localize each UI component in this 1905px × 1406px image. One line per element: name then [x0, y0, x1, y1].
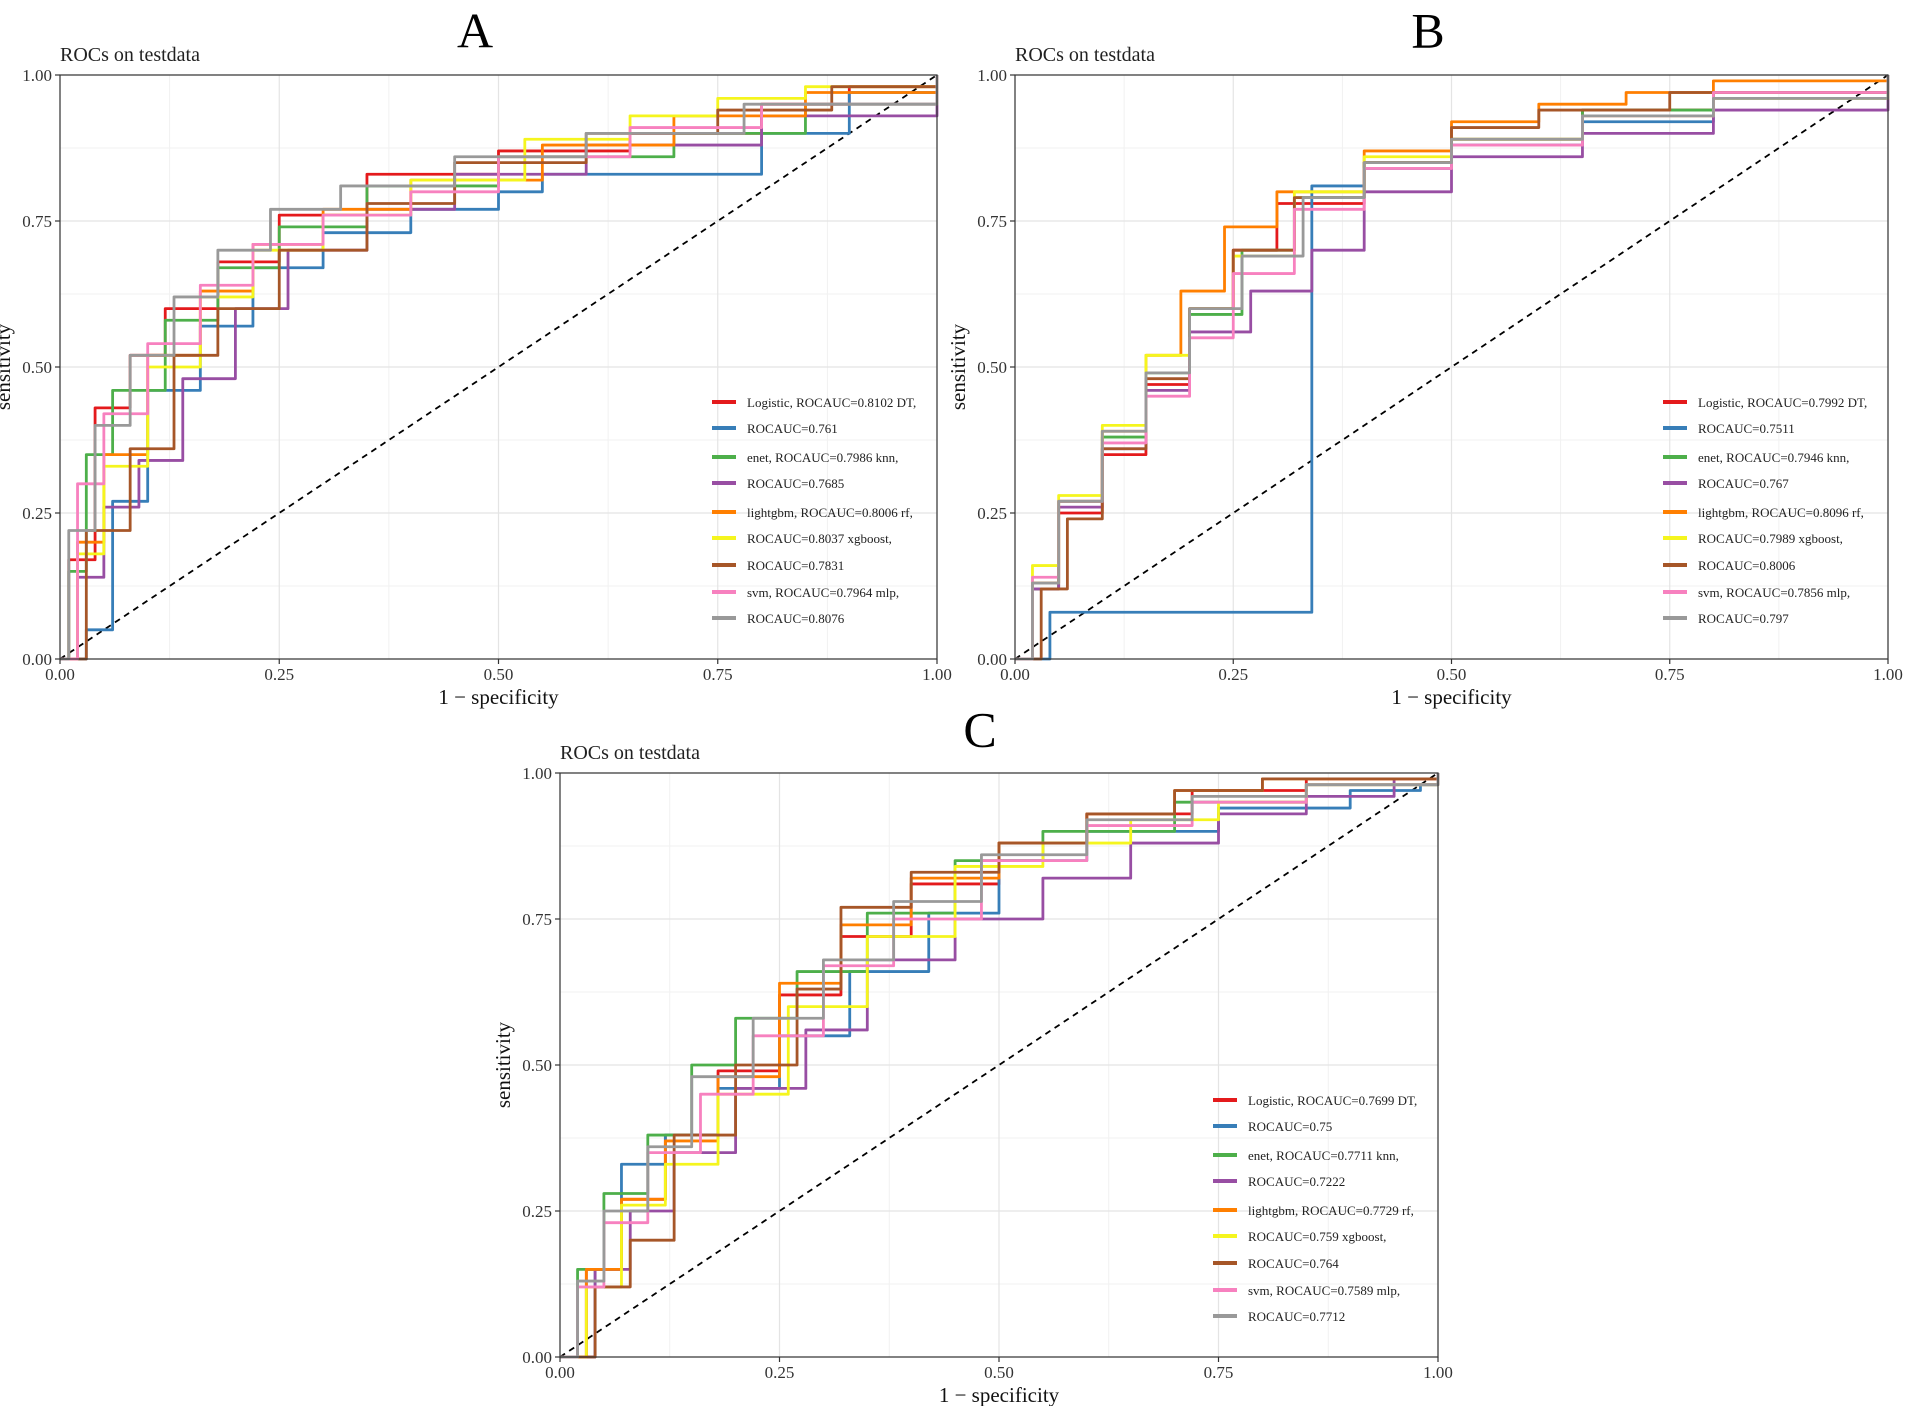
legend-label: ROCAUC=0.7712	[1248, 1309, 1345, 1324]
legend-label: ROCAUC=0.761	[747, 421, 838, 436]
legend-label: lightgbm, ROCAUC=0.8006 rf,	[747, 505, 913, 520]
x-tick-label: 0.50	[1437, 665, 1467, 684]
y-tick-label: 0.50	[977, 358, 1007, 377]
panel-letter: B	[1411, 2, 1444, 58]
y-tick-label: 1.00	[977, 66, 1007, 85]
x-tick-label: 0.75	[1204, 1363, 1234, 1382]
legend-label: svm, ROCAUC=0.7589 mlp,	[1248, 1283, 1400, 1298]
roc-curve-mlp	[1015, 75, 1890, 661]
x-tick-label: 1.00	[1423, 1363, 1453, 1382]
legend-label: ROCAUC=0.764	[1248, 1256, 1339, 1271]
legend-label: ROCAUC=0.8076	[747, 611, 845, 626]
legend-label: lightgbm, ROCAUC=0.7729 rf,	[1248, 1203, 1414, 1218]
y-axis-label: sensitivity	[0, 323, 15, 410]
legend-label: ROCAUC=0.7831	[747, 558, 844, 573]
y-tick-label: 0.50	[22, 358, 52, 377]
legend-label: lightgbm, ROCAUC=0.8096 rf,	[1698, 505, 1864, 520]
legend-label: ROCAUC=0.7222	[1248, 1174, 1345, 1189]
x-tick-label: 0.25	[1218, 665, 1248, 684]
x-tick-label: 0.75	[703, 665, 733, 684]
x-tick-label: 0.00	[1000, 665, 1030, 684]
x-tick-label: 0.50	[484, 665, 514, 684]
x-tick-label: 0.00	[545, 1363, 575, 1382]
x-tick-label: 1.00	[1873, 665, 1903, 684]
x-tick-label: 1.00	[922, 665, 952, 684]
x-tick-label: 0.25	[264, 665, 294, 684]
x-tick-label: 0.50	[984, 1363, 1014, 1382]
x-tick-label: 0.00	[45, 665, 75, 684]
legend-label: ROCAUC=0.8037 xgboost,	[747, 531, 892, 546]
x-axis-label: 1 − specificity	[438, 685, 559, 709]
y-tick-label: 1.00	[22, 66, 52, 85]
legend-label: enet, ROCAUC=0.7711 knn,	[1248, 1148, 1399, 1163]
y-tick-label: 0.25	[522, 1202, 552, 1221]
y-tick-label: 0.25	[22, 504, 52, 523]
x-tick-label: 0.25	[765, 1363, 795, 1382]
chart-title: ROCs on testdata	[560, 742, 700, 764]
roc-curve-mlp	[60, 75, 939, 661]
panel-letter: C	[963, 701, 996, 757]
y-tick-label: 0.00	[977, 650, 1007, 669]
y-tick-label: 0.00	[522, 1348, 552, 1367]
legend-label: svm, ROCAUC=0.7856 mlp,	[1698, 585, 1850, 600]
legend-label: Logistic, ROCAUC=0.7699 DT,	[1248, 1093, 1417, 1108]
y-tick-label: 1.00	[522, 764, 552, 783]
panel-A: A ROCs on testdata 0.00 0.25 0.50 0.75 1.00 0.0…	[0, 2, 952, 709]
legend-label: Logistic, ROCAUC=0.8102 DT,	[747, 395, 916, 410]
y-axis-label: sensitivity	[946, 323, 970, 410]
roc-curve-xgboost	[1015, 75, 1890, 661]
panel-letter: A	[457, 2, 493, 58]
y-tick-label: 0.75	[522, 910, 552, 929]
chart-title: ROCs on testdata	[60, 44, 200, 66]
legend-label: ROCAUC=0.767	[1698, 476, 1789, 491]
legend-label: ROCAUC=0.75	[1248, 1119, 1332, 1134]
y-tick-label: 0.25	[977, 504, 1007, 523]
chart-title: ROCs on testdata	[1015, 44, 1155, 66]
legend-label: Logistic, ROCAUC=0.7992 DT,	[1698, 395, 1867, 410]
roc-curve-svm	[60, 75, 939, 661]
legend-label: svm, ROCAUC=0.7964 mlp,	[747, 585, 899, 600]
legend-label: enet, ROCAUC=0.7946 knn,	[1698, 450, 1849, 465]
panel-B: B ROCs on testdata 0.00 0.25 0.50 0.75 1.00 0.0…	[946, 2, 1903, 709]
legend-label: enet, ROCAUC=0.7986 knn,	[747, 450, 898, 465]
y-tick-label: 0.75	[977, 212, 1007, 231]
y-tick-label: 0.50	[522, 1056, 552, 1075]
roc-curve-xgboost	[560, 773, 1440, 1359]
legend-label: ROCAUC=0.8006	[1698, 558, 1796, 573]
legend-label: ROCAUC=0.759 xgboost,	[1248, 1229, 1386, 1244]
y-axis-label: sensitivity	[491, 1021, 515, 1108]
y-tick-label: 0.00	[22, 650, 52, 669]
y-tick-label: 0.75	[22, 212, 52, 231]
roc-curve-mlp	[560, 773, 1440, 1359]
x-axis-label: 1 − specificity	[939, 1383, 1060, 1406]
x-axis-label: 1 − specificity	[1391, 685, 1512, 709]
legend-label: ROCAUC=0.7989 xgboost,	[1698, 531, 1843, 546]
legend-label: ROCAUC=0.797	[1698, 611, 1789, 626]
legend-label: ROCAUC=0.7511	[1698, 421, 1795, 436]
panel-C: C ROCs on testdata 0.00 0.25 0.50 0.75 1.00 0.0…	[491, 701, 1453, 1406]
x-tick-label: 0.75	[1655, 665, 1685, 684]
legend-label: ROCAUC=0.7685	[747, 476, 844, 491]
roc-curve-xgboost	[60, 75, 939, 661]
